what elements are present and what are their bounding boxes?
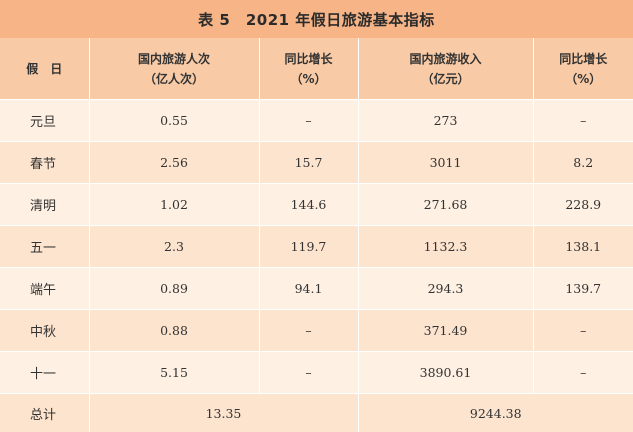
- header-visits-unit: （亿人次）: [90, 69, 259, 89]
- row-visits: 5.15: [89, 352, 259, 394]
- header-revenue-growth-unit: （%）: [534, 69, 633, 89]
- header-visits-growth-unit: （%）: [260, 69, 358, 89]
- table-row: 中秋 0.88 – 371.49 –: [0, 310, 633, 352]
- row-holiday-name: 十一: [0, 352, 89, 394]
- row-revenue-growth: 138.1: [533, 226, 633, 268]
- row-revenue: 1132.3: [358, 226, 533, 268]
- row-visits: 2.3: [89, 226, 259, 268]
- row-visits-growth: 94.1: [259, 268, 358, 310]
- row-visits: 2.56: [89, 142, 259, 184]
- row-visits: 1.02: [89, 184, 259, 226]
- table-row: 元旦 0.55 – 273 –: [0, 100, 633, 142]
- holiday-indicators-table: 假 日 国内旅游人次 （亿人次） 同比增长 （%） 国内旅游收入 （亿元） 同比…: [0, 38, 633, 432]
- header-row: 假 日 国内旅游人次 （亿人次） 同比增长 （%） 国内旅游收入 （亿元） 同比…: [0, 38, 633, 100]
- header-visits: 国内旅游人次 （亿人次）: [89, 38, 259, 100]
- total-visits: 13.35: [89, 394, 358, 432]
- header-revenue-label: 国内旅游收入: [359, 49, 533, 69]
- row-visits-growth: –: [259, 310, 358, 352]
- header-revenue-unit: （亿元）: [359, 69, 533, 89]
- row-revenue-growth: 139.7: [533, 268, 633, 310]
- row-visits-growth: 15.7: [259, 142, 358, 184]
- row-visits: 0.88: [89, 310, 259, 352]
- table-row: 十一 5.15 – 3890.61 –: [0, 352, 633, 394]
- row-visits-growth: –: [259, 352, 358, 394]
- header-revenue-growth-label: 同比增长: [534, 49, 633, 69]
- row-holiday-name: 五一: [0, 226, 89, 268]
- row-visits: 0.89: [89, 268, 259, 310]
- header-visits-growth-label: 同比增长: [260, 49, 358, 69]
- row-revenue: 3011: [358, 142, 533, 184]
- row-revenue-growth: –: [533, 352, 633, 394]
- row-revenue-growth: –: [533, 310, 633, 352]
- row-revenue: 3890.61: [358, 352, 533, 394]
- total-revenue: 9244.38: [358, 394, 633, 432]
- row-revenue-growth: 228.9: [533, 184, 633, 226]
- row-visits-growth: 119.7: [259, 226, 358, 268]
- row-revenue: 294.3: [358, 268, 533, 310]
- row-visits: 0.55: [89, 100, 259, 142]
- header-holiday: 假 日: [0, 38, 89, 100]
- table-row: 春节 2.56 15.7 3011 8.2: [0, 142, 633, 184]
- row-holiday-name: 元旦: [0, 100, 89, 142]
- row-revenue-growth: –: [533, 100, 633, 142]
- table-title: 表 5 2021 年假日旅游基本指标: [0, 0, 633, 38]
- row-revenue: 371.49: [358, 310, 533, 352]
- row-holiday-name: 春节: [0, 142, 89, 184]
- row-visits-growth: –: [259, 100, 358, 142]
- row-revenue: 271.68: [358, 184, 533, 226]
- row-holiday-name: 端午: [0, 268, 89, 310]
- total-row: 总计 13.35 9244.38: [0, 394, 633, 432]
- row-holiday-name: 中秋: [0, 310, 89, 352]
- table-row: 清明 1.02 144.6 271.68 228.9: [0, 184, 633, 226]
- row-visits-growth: 144.6: [259, 184, 358, 226]
- table-row: 端午 0.89 94.1 294.3 139.7: [0, 268, 633, 310]
- header-visits-growth: 同比增长 （%）: [259, 38, 358, 100]
- header-revenue: 国内旅游收入 （亿元）: [358, 38, 533, 100]
- row-holiday-name: 清明: [0, 184, 89, 226]
- header-visits-label: 国内旅游人次: [90, 49, 259, 69]
- total-label: 总计: [0, 394, 89, 432]
- table-row: 五一 2.3 119.7 1132.3 138.1: [0, 226, 633, 268]
- row-revenue: 273: [358, 100, 533, 142]
- header-revenue-growth: 同比增长 （%）: [533, 38, 633, 100]
- row-revenue-growth: 8.2: [533, 142, 633, 184]
